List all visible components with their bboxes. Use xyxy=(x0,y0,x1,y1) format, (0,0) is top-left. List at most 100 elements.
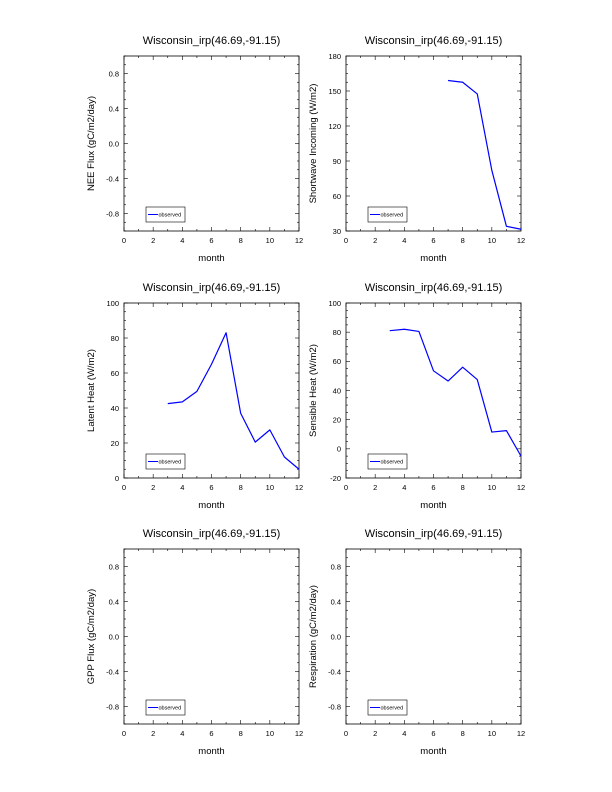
y-tick-label: 0.0 xyxy=(331,632,341,641)
x-tick-label: 2 xyxy=(151,236,155,245)
x-tick-label: 6 xyxy=(209,483,213,492)
x-tick-label: 10 xyxy=(266,483,274,492)
x-tick-label: 8 xyxy=(239,236,243,245)
x-tick-label: 4 xyxy=(402,729,406,738)
legend-box xyxy=(145,699,186,716)
x-tick-label: 6 xyxy=(431,729,435,738)
x-tick-label: 12 xyxy=(517,236,525,245)
y-tick-label: 0.8 xyxy=(331,562,341,571)
legend-label: observed xyxy=(381,213,404,219)
x-tick-label: 8 xyxy=(239,483,243,492)
legend-box xyxy=(367,453,408,470)
x-tick-label: 10 xyxy=(266,729,274,738)
y-tick-label: 0.4 xyxy=(331,597,341,606)
x-axis-label: month xyxy=(420,253,446,264)
y-tick-label: 40 xyxy=(333,386,341,395)
x-tick-label: 6 xyxy=(209,729,213,738)
legend-box xyxy=(145,206,186,223)
y-axis-label: Shortwave Incoming (W/m2) xyxy=(308,84,319,204)
y-tick-label: 90 xyxy=(333,157,341,166)
series-line-observed xyxy=(448,79,522,230)
plot-frame xyxy=(123,302,300,479)
x-axis-label: month xyxy=(198,500,224,511)
x-tick-label: 10 xyxy=(266,236,274,245)
x-tick-label: 8 xyxy=(461,729,465,738)
x-tick-label: 0 xyxy=(122,729,126,738)
legend-box xyxy=(367,699,408,716)
x-tick-label: 12 xyxy=(295,483,303,492)
chart-title: Wisconsin_irp(46.69,-91.15) xyxy=(365,282,503,294)
x-tick-label: 2 xyxy=(373,729,377,738)
x-tick-label: 0 xyxy=(344,236,348,245)
legend-label: observed xyxy=(159,213,182,219)
legend-label: observed xyxy=(381,706,404,712)
y-tick-label: -0.4 xyxy=(106,174,119,183)
y-tick-label: 40 xyxy=(111,404,119,413)
plot-frame xyxy=(345,548,522,725)
y-tick-label: 0 xyxy=(337,445,341,454)
x-tick-label: 2 xyxy=(373,483,377,492)
y-tick-label: 0.4 xyxy=(109,597,119,606)
y-axis-label: Latent Heat (W/m2) xyxy=(86,349,97,432)
plot-frame xyxy=(345,55,522,232)
chart-title: Wisconsin_irp(46.69,-91.15) xyxy=(143,35,281,47)
x-tick-label: 12 xyxy=(295,236,303,245)
x-axis-label: month xyxy=(420,500,446,511)
y-tick-label: 0 xyxy=(115,474,119,483)
y-tick-label: -0.8 xyxy=(328,702,341,711)
chart-title: Wisconsin_irp(46.69,-91.15) xyxy=(143,528,281,540)
y-axis-label: GPP Flux (gC/m2/day) xyxy=(86,589,97,684)
x-tick-label: 0 xyxy=(122,236,126,245)
x-axis-label: month xyxy=(420,746,446,757)
y-tick-label: -0.8 xyxy=(106,702,119,711)
legend-box xyxy=(145,453,186,470)
y-tick-label: 60 xyxy=(333,357,341,366)
legend-label: observed xyxy=(381,460,404,466)
x-tick-label: 6 xyxy=(431,483,435,492)
x-tick-label: 12 xyxy=(517,483,525,492)
chart-panel-4: Wisconsin_irp(46.69,-91.15)0 2 4 6 8 10 12-200… xyxy=(308,282,525,511)
x-tick-label: 12 xyxy=(295,729,303,738)
x-axis-label: month xyxy=(198,253,224,264)
chart-title: Wisconsin_irp(46.69,-91.15) xyxy=(365,528,503,540)
x-tick-label: 2 xyxy=(373,236,377,245)
x-tick-label: 8 xyxy=(461,236,465,245)
y-tick-label: 100 xyxy=(106,299,119,308)
y-axis-label: NEE Flux (gC/m2/day) xyxy=(86,96,97,191)
y-tick-label: -0.8 xyxy=(106,209,119,218)
series-line-observed xyxy=(389,328,522,457)
chart-panel-3: Wisconsin_irp(46.69,-91.15) 0 2 4 6 8 10 12 0 20 4… xyxy=(86,282,303,511)
x-tick-label: 2 xyxy=(151,729,155,738)
y-tick-label: 20 xyxy=(111,439,119,448)
plot-frame xyxy=(123,55,300,232)
x-tick-label: 0 xyxy=(344,483,348,492)
y-tick-label: 0.8 xyxy=(109,562,119,571)
y-tick-label: 0.4 xyxy=(109,104,119,113)
legend-label: observed xyxy=(159,706,182,712)
plot-frame xyxy=(345,302,522,479)
y-tick-label: -20 xyxy=(330,474,341,483)
x-tick-label: 2 xyxy=(151,483,155,492)
chart-panel-5: Wisconsin_irp(46.69,-91.15) 0 2 4 6 8 10 12 -0.8… xyxy=(86,528,303,757)
y-tick-label: 80 xyxy=(333,328,341,337)
y-tick-label: 80 xyxy=(111,334,119,343)
x-tick-label: 4 xyxy=(180,729,184,738)
y-axis-label: Sensible Heat (W/m2) xyxy=(308,344,319,437)
y-axis-label: Respiration (gC/m2/day) xyxy=(308,585,319,688)
x-tick-label: 6 xyxy=(209,236,213,245)
x-tick-label: 10 xyxy=(488,483,496,492)
y-tick-label: 30 xyxy=(333,227,341,236)
y-tick-label: 150 xyxy=(328,87,341,96)
chart-title: Wisconsin_irp(46.69,-91.15) xyxy=(365,35,503,47)
y-tick-label: 100 xyxy=(328,299,341,308)
x-tick-label: 6 xyxy=(431,236,435,245)
y-tick-label: 20 xyxy=(333,415,341,424)
y-tick-label: 60 xyxy=(111,369,119,378)
x-tick-label: 10 xyxy=(488,729,496,738)
plot-frame xyxy=(123,548,300,725)
chart-panel-6: Wisconsin_irp(46.69,-91.15) 0 2 4 6 8 10 12 -0.8… xyxy=(308,528,525,757)
x-tick-label: 4 xyxy=(180,236,184,245)
y-tick-label: 0.8 xyxy=(109,69,119,78)
series-line-observed xyxy=(167,332,300,470)
